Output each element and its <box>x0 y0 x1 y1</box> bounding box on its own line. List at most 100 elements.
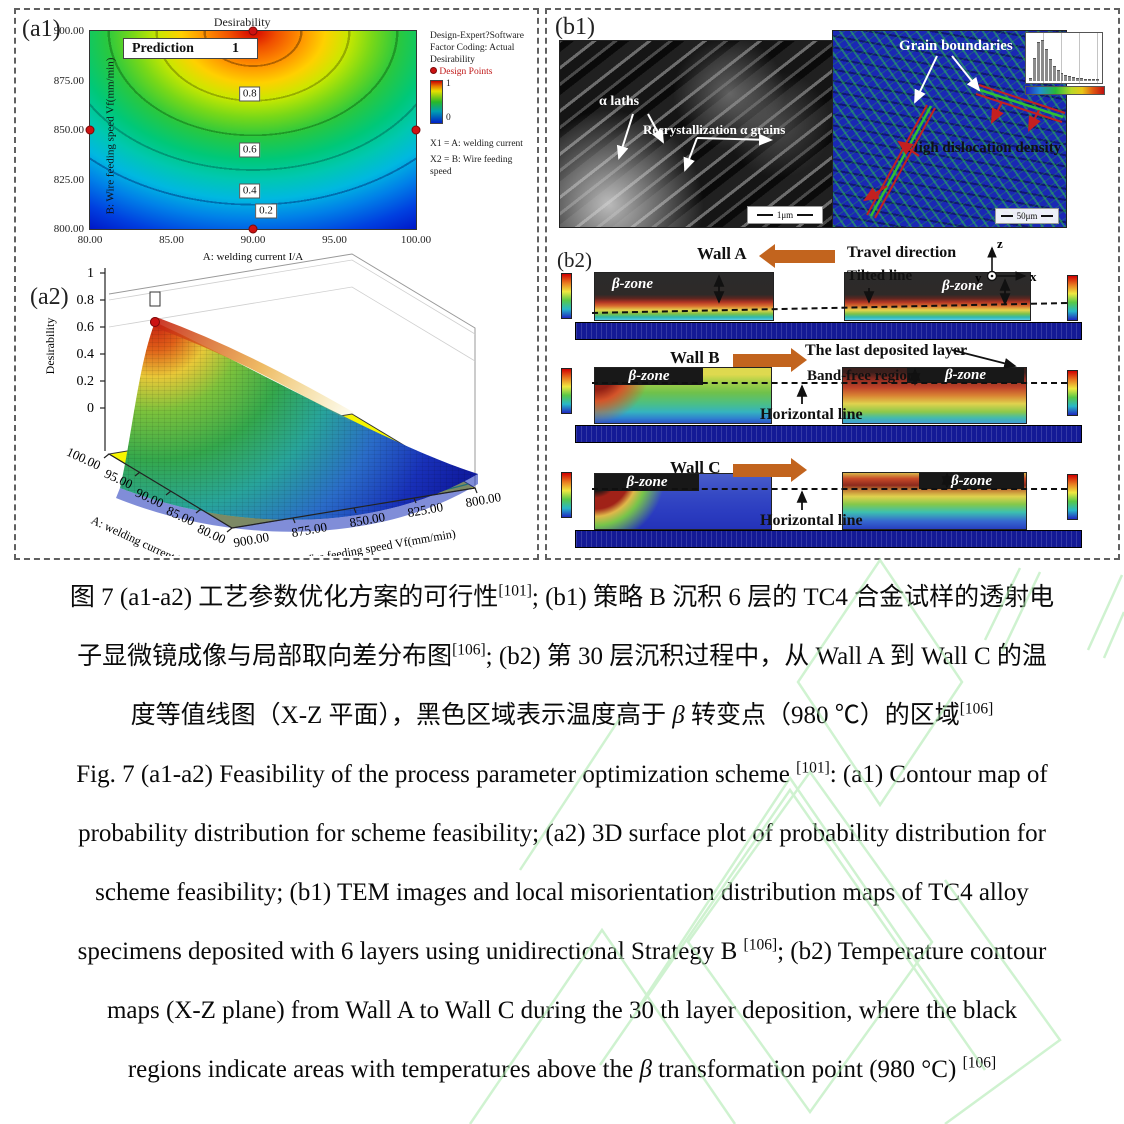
colorbar-min: 0 <box>446 113 451 123</box>
a2-z-tick: 0.6 <box>77 320 95 335</box>
caption-text: ; (b2) 第 30 层沉积过程中，从 Wall A 到 Wall C 的温 <box>485 643 1047 670</box>
a2-surface-plot: 1 0.8 0.6 0.4 0.2 0 Desirability <box>43 253 502 556</box>
histogram-bar <box>1088 79 1091 81</box>
tem-annotation-grains: Recrystallization α grains <box>643 122 786 137</box>
contour-label: 0.8 <box>238 86 261 102</box>
scale-line <box>1041 215 1054 217</box>
caption-line: specimens deposited with 6 layers using … <box>0 922 1124 981</box>
legend-response: Desirability <box>430 55 475 65</box>
histogram-bar <box>1076 78 1080 81</box>
caption-text: specimens deposited with 6 layers using … <box>77 938 744 965</box>
temperature-colorbar <box>561 273 572 319</box>
travel-direction-label: Travel direction <box>847 244 957 261</box>
axis-z-label: z <box>997 236 1003 251</box>
panel-b-box: (b1) α laths Recrystallization α grains … <box>545 8 1120 560</box>
beta-zone-chip: β-zone <box>919 473 1024 489</box>
a1-x-axis-label: A: welding current I/A <box>202 251 304 263</box>
legend-x2: X2 = B: Wire feeding speed <box>430 155 513 177</box>
design-point <box>85 125 95 135</box>
histogram-bar <box>1044 48 1048 81</box>
scale-line <box>756 214 773 216</box>
wall-b-title: Wall B <box>670 348 720 367</box>
caption-reference: [106] <box>962 1054 997 1072</box>
a2-b-tick: 875.00 <box>290 519 328 540</box>
histogram-bar <box>1064 75 1068 81</box>
caption-line: maps (X-Z plane) from Wall A to Wall C d… <box>0 981 1124 1040</box>
a1-y-tick: 875.00 <box>53 74 84 87</box>
beta-zone-chip: β-zone <box>595 368 703 385</box>
kam-inset-histogram <box>1025 32 1103 84</box>
substrate-bar <box>575 530 1082 548</box>
caption-text: regions indicate areas with temperatures… <box>127 1056 640 1083</box>
caption-line: 度等值线图（X-Z 平面），黑色区域表示温度高于 β 转变点（980 ℃）的区域… <box>0 686 1124 745</box>
tem-annotation-laths: α laths <box>599 94 640 109</box>
caption-text: 转变点（980 ℃）的区域 <box>684 702 960 729</box>
a1-contour-plot: Desirability Prediction 1 0.8 0.6 0.4 0.… <box>54 15 431 263</box>
histogram-bar <box>1056 70 1060 81</box>
a2-a-tick: 100.00 <box>64 444 103 473</box>
caption-reference: [106] <box>743 936 778 954</box>
panel-a1-label: (a1) <box>22 16 61 42</box>
histogram-bar <box>1072 77 1076 81</box>
caption-text: Fig. 7 (a1-a2) Feasibility of the proces… <box>76 761 797 788</box>
wall-a-left-contour <box>594 272 774 321</box>
histogram-bar <box>1060 73 1064 81</box>
histogram-bar <box>1092 79 1095 81</box>
caption-line: scheme feasibility; (b1) TEM images and … <box>0 863 1124 922</box>
a2-b-tick: 825.00 <box>406 499 444 520</box>
legend-software: Design-Expert?Software <box>430 31 524 41</box>
a2-b-tick: 900.00 <box>232 529 270 550</box>
a2-z-axis: 1 0.8 0.6 0.4 0.2 0 Desirability <box>43 266 106 451</box>
legend-coding: Factor Coding: Actual <box>430 43 515 53</box>
a1-legend: Design-Expert?Software Factor Coding: Ac… <box>430 30 536 178</box>
caption-text: β <box>672 702 685 729</box>
histogram-bar <box>1048 59 1052 81</box>
caption-reference: [106] <box>959 700 994 718</box>
temperature-colorbar <box>1067 370 1078 416</box>
kam-inset-colorbar <box>1025 86 1105 95</box>
legend-colorbar: 1 0 <box>430 79 536 124</box>
kam-scale-bar: 50μm <box>995 208 1059 224</box>
a1-y-tick: 850.00 <box>53 124 84 136</box>
caption-text: scheme feasibility; (b1) TEM images and … <box>95 879 1029 906</box>
a1-plot-title: Desirability <box>213 15 271 29</box>
temperature-colorbar <box>561 368 572 414</box>
design-point <box>248 26 258 36</box>
caption-text: ; (b1) 策略 B 沉积 6 层的 TC4 合金试样的透射电 <box>531 584 1055 611</box>
a2-z-axis-label: Desirability <box>43 318 57 375</box>
histogram-bar <box>1084 78 1088 81</box>
tem-image <box>559 40 834 228</box>
caption-reference: [101] <box>796 759 830 777</box>
a1-y-tick: 800.00 <box>53 223 84 235</box>
panel-b2-label: (b2) <box>557 248 592 272</box>
histogram-bar <box>1032 58 1036 81</box>
a1-x-tick: 85.00 <box>159 234 184 246</box>
a1-y-tick: 900.00 <box>53 25 84 37</box>
a2-peak-flag <box>149 291 161 307</box>
a2-z-tick: 0.8 <box>77 293 95 308</box>
caption-line: Fig. 7 (a1-a2) Feasibility of the proces… <box>0 745 1124 804</box>
temperature-colorbar <box>1067 275 1078 321</box>
caption-text: probability distribution for scheme feas… <box>78 820 1046 847</box>
wall-a-title: Wall A <box>697 244 747 263</box>
histogram-bar <box>1095 79 1099 81</box>
histogram-bar <box>1029 77 1032 81</box>
travel-arrow-right <box>733 348 807 372</box>
legend-design-points: Design Points <box>430 66 536 78</box>
caption-text: 图 7 (a1-a2) 工艺参数优化方案的可行性 <box>69 584 499 611</box>
last-layer-label: The last deposited layer <box>805 342 968 359</box>
beta-zone-chip: β-zone <box>907 367 1024 383</box>
horizontal-line-label: Horizontal line <box>760 512 863 529</box>
colorbar-max: 1 <box>446 79 451 89</box>
temperature-colorbar <box>1067 474 1078 520</box>
axis-x-label: x <box>1030 269 1037 284</box>
caption-text: β <box>639 1056 652 1083</box>
histogram-bar <box>1036 42 1040 81</box>
caption: 图 7 (a1-a2) 工艺参数优化方案的可行性 [101] ; (b1) 策略 B… <box>0 568 1124 1099</box>
caption-line: regions indicate areas with temperatures… <box>0 1040 1124 1099</box>
a2-b-tick: 800.00 <box>464 489 502 510</box>
a1-x-tick: 90.00 <box>240 234 266 246</box>
horizontal-line-label: Horizontal line <box>760 406 863 423</box>
kam-annotation-grain-boundaries: Grain boundaries <box>899 38 1013 54</box>
panel-a2-label: (a2) <box>30 284 69 310</box>
